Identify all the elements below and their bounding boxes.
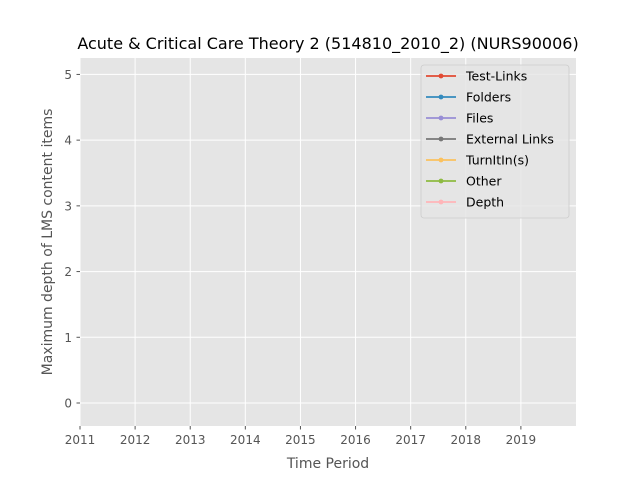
y-tick-label: 2 [64,265,72,279]
legend-entry: Depth [426,195,504,210]
x-tick-label: 2015 [285,433,316,447]
legend-entry: Folders [426,90,511,105]
x-axis-label: Time Period [286,456,369,472]
legend: Test-Links Folders Files External Links Turn… [420,64,570,219]
x-tick-label: 2012 [120,433,151,447]
legend-marker [438,94,444,100]
legend-entry: External Links [426,132,554,147]
x-tick-label: 2018 [451,433,482,447]
legend-marker [438,157,444,163]
legend-entry: Other [426,174,502,189]
legend-box [420,64,570,219]
x-tick-label: 2014 [230,433,261,447]
x-tick-label: 2019 [506,433,537,447]
legend-marker [438,178,444,184]
x-tick-label: 2011 [65,433,96,447]
y-tick-label: 4 [64,134,72,148]
chart-title: Acute & Critical Care Theory 2 (514810_2… [77,34,578,54]
legend-marker [438,115,444,121]
legend-entry: Test-Links [426,69,527,84]
legend-label: Folders [466,90,511,105]
legend-label: Depth [466,195,504,210]
x-tick-label: 2013 [175,433,206,447]
legend-label: External Links [466,132,554,147]
legend-label: Other [466,174,502,189]
x-tick-label: 2016 [340,433,371,447]
grid [79,58,576,426]
y-tick-label: 1 [64,331,72,345]
legend-marker [438,73,444,79]
y-tick-label: 0 [64,397,72,411]
y-tick-label: 5 [64,68,72,82]
y-axis: 0 1 2 3 4 5 [64,68,80,411]
legend-marker [438,136,444,142]
legend-marker [438,199,444,205]
y-tick-label: 3 [64,199,72,213]
legend-label: Test-Links [465,69,527,84]
legend-entry: Files [426,111,493,126]
x-axis: 2011 2012 2013 2014 2015 2016 2017 2018 2019 [65,426,536,447]
legend-label: Files [466,111,493,126]
y-axis-label: Maximum depth of LMS content items [40,109,56,376]
legend-label: TurnItIn(s) [465,153,529,168]
legend-entry: TurnItIn(s) [426,153,529,168]
x-tick-label: 2017 [395,433,426,447]
